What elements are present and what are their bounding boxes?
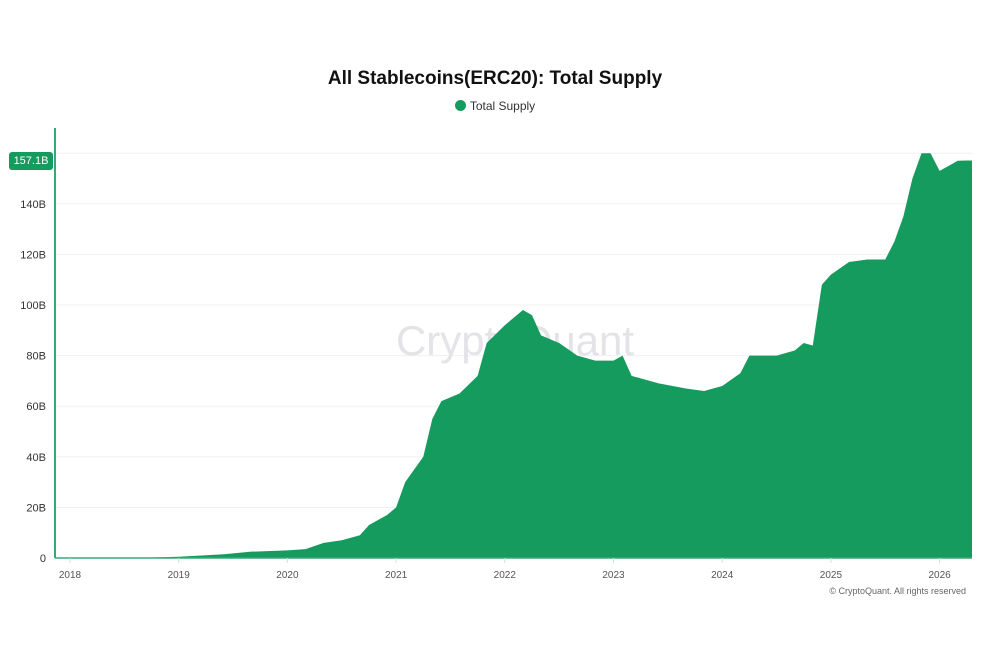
current-value-badge: 157.1B [9, 151, 53, 170]
y-tick-label: 40B [26, 452, 46, 464]
x-tick-label: 2020 [276, 570, 299, 581]
x-tick-label: 2018 [59, 570, 82, 581]
legend-swatch [454, 100, 466, 111]
x-tick-label: 2023 [602, 570, 625, 581]
x-tick-label: 2021 [385, 570, 408, 581]
y-tick-label: 140B [20, 199, 46, 211]
legend-label: Total Supply [469, 99, 536, 113]
x-tick-label: 2019 [168, 570, 191, 581]
y-tick-label: 20B [26, 502, 46, 514]
y-tick-label: 80B [26, 351, 46, 363]
series-area-total-supply [151, 153, 972, 558]
x-tick-label: 2026 [928, 570, 951, 581]
copyright: © CryptoQuant. All rights reserved [829, 586, 966, 596]
chart-title: All Stablecoins(ERC20): Total Supply [327, 68, 663, 89]
x-tick-label: 2024 [711, 570, 734, 581]
y-tick-label: 60B [26, 401, 46, 413]
y-tick-label: 0 [40, 553, 46, 565]
legend[interactable]: Total Supply [0, 99, 990, 113]
y-tick-label: 100B [20, 300, 46, 312]
y-tick-label: 120B [20, 249, 46, 261]
x-tick-label: 2025 [820, 570, 843, 581]
x-tick-label: 2022 [494, 570, 517, 581]
